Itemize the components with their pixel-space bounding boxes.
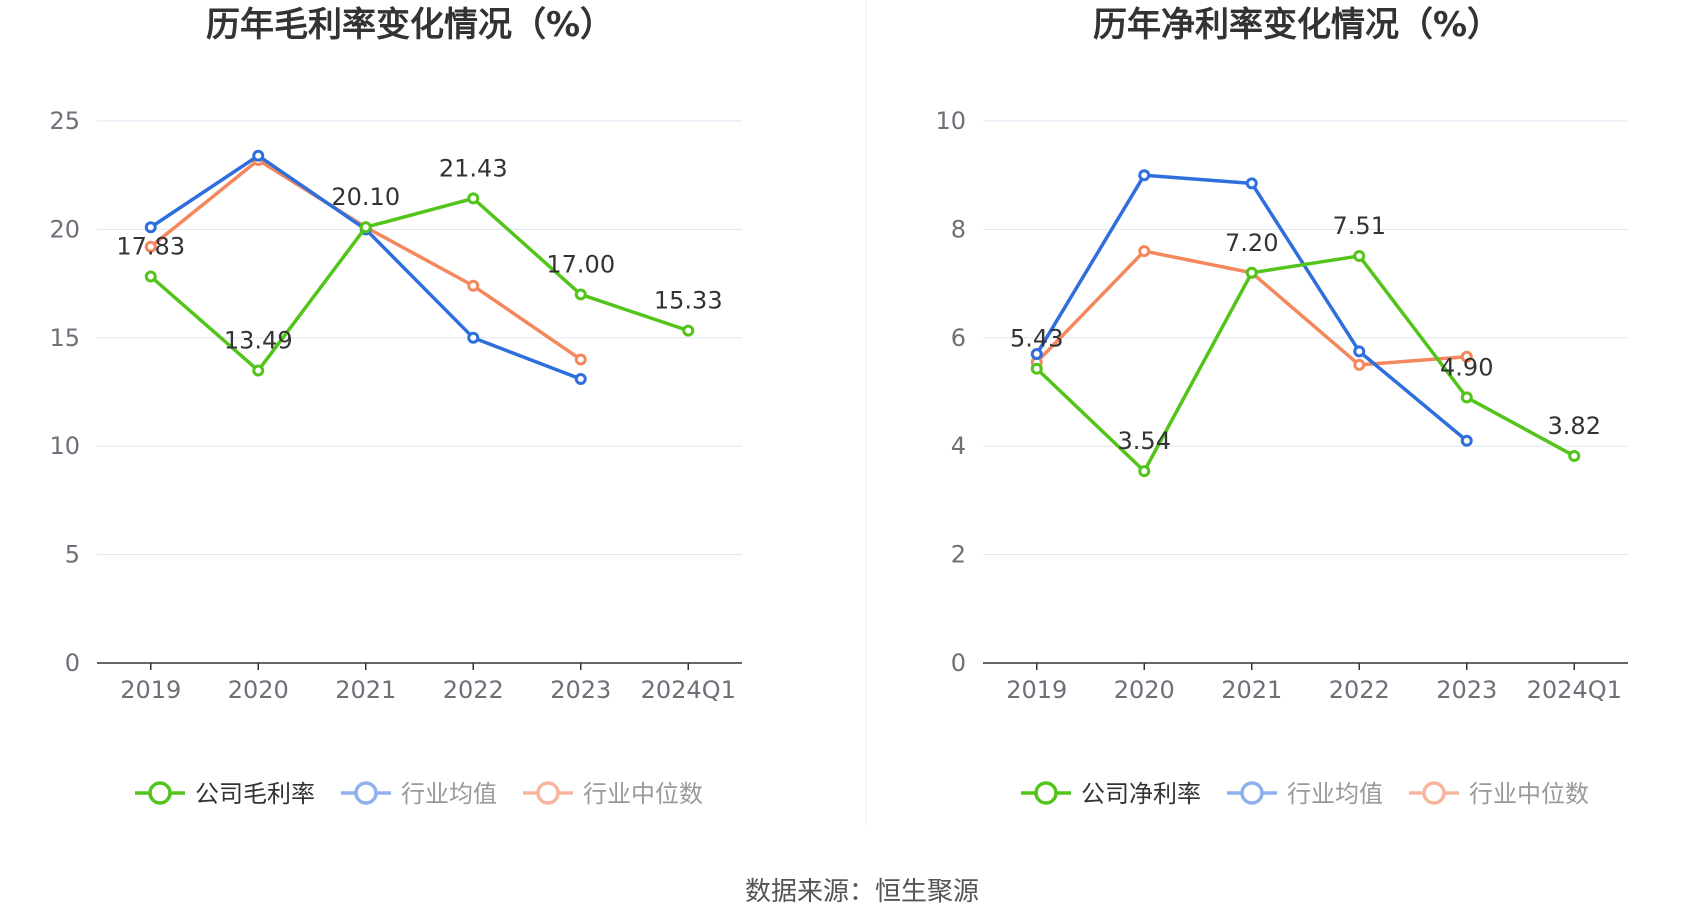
legend-marker [1034, 781, 1058, 805]
x-tick-label: 2019 [120, 676, 181, 704]
legend-marker [1422, 781, 1446, 805]
x-tick-label: 2023 [550, 676, 611, 704]
data-point-avg[interactable] [252, 149, 265, 162]
data-point-avg[interactable] [1138, 169, 1151, 182]
data-label: 17.83 [116, 232, 185, 260]
y-tick-label: 2 [951, 541, 966, 569]
data-point-median[interactable] [1138, 245, 1151, 258]
data-point-company[interactable] [144, 270, 157, 283]
data-point-company[interactable] [1245, 266, 1258, 279]
x-tick-label: 2021 [335, 676, 396, 704]
data-point-median[interactable] [1353, 358, 1366, 371]
data-point-company[interactable] [1568, 449, 1581, 462]
data-label: 20.10 [331, 183, 400, 211]
data-point-company[interactable] [467, 192, 480, 205]
x-tick-label: 2024Q1 [1527, 676, 1622, 704]
data-point-median[interactable] [574, 353, 587, 366]
x-tick-label: 2021 [1221, 676, 1282, 704]
data-label: 3.54 [1118, 427, 1171, 455]
legend-item-company[interactable]: 公司净利率 [1021, 780, 1201, 808]
y-tick-label: 15 [49, 324, 80, 352]
data-point-company[interactable] [1030, 362, 1043, 375]
gross-margin-chart: 历年毛利率变化情况（%） 0 5 10 15 20 25 2019 2020 2021 2022 20… [49, 5, 742, 808]
x-tick-label: 2022 [1329, 676, 1390, 704]
legend-item-company[interactable]: 公司毛利率 [135, 780, 315, 808]
legend-item-median[interactable]: 行业中位数 [1409, 780, 1589, 808]
data-label: 5.43 [1010, 325, 1063, 353]
data-label: 4.90 [1440, 353, 1493, 381]
data-source-label: 数据来源：恒生聚源 [745, 877, 979, 907]
data-point-company[interactable] [1138, 465, 1151, 478]
legend-item-median[interactable]: 行业中位数 [523, 780, 703, 808]
net-margin-chart: 历年净利率变化情况（%） 0 2 4 6 8 10 2019 2020 2021 2022 2023 2… [935, 5, 1628, 808]
legend-marker [354, 781, 378, 805]
data-point-company[interactable] [682, 324, 695, 337]
data-point-avg[interactable] [1460, 434, 1473, 447]
y-tick-label: 25 [49, 107, 80, 135]
series-line-avg [1035, 173, 1468, 443]
data-label: 21.43 [439, 154, 508, 182]
legend-label: 行业中位数 [1469, 780, 1589, 808]
series-line-company [1035, 254, 1576, 473]
data-label: 3.82 [1548, 412, 1601, 440]
x-tick-label: 2022 [443, 676, 504, 704]
y-tick-label: 10 [935, 107, 966, 135]
legend-label: 行业中位数 [583, 780, 703, 808]
legend-label: 行业均值 [401, 780, 497, 808]
x-tick-label: 2020 [228, 676, 289, 704]
data-point-median[interactable] [1460, 350, 1473, 363]
legend-marker [148, 781, 172, 805]
x-tick-label: 2023 [1436, 676, 1497, 704]
y-tick-label: 8 [951, 215, 966, 243]
data-point-median[interactable] [144, 240, 157, 253]
legend-marker [1240, 781, 1264, 805]
data-point-company[interactable] [1353, 249, 1366, 262]
y-tick-label: 5 [65, 541, 80, 569]
y-tick-label: 10 [49, 432, 80, 460]
data-point-avg[interactable] [1353, 345, 1366, 358]
data-point-avg[interactable] [1030, 348, 1043, 361]
y-tick-label: 4 [951, 432, 966, 460]
y-tick-label: 20 [49, 215, 80, 243]
chart-title: 历年净利率变化情况（%） [1093, 5, 1501, 45]
x-tick-label: 2020 [1114, 676, 1175, 704]
data-point-avg[interactable] [144, 221, 157, 234]
y-tick-label: 0 [951, 649, 966, 677]
legend-marker [536, 781, 560, 805]
data-label: 15.33 [654, 287, 723, 315]
y-tick-label: 6 [951, 324, 966, 352]
x-tick-label: 2024Q1 [641, 676, 736, 704]
legend-item-avg[interactable]: 行业均值 [341, 780, 497, 808]
data-point-company[interactable] [252, 364, 265, 377]
x-tick-label: 2019 [1006, 676, 1067, 704]
data-point-avg[interactable] [1245, 177, 1258, 190]
y-tick-label: 0 [65, 649, 80, 677]
data-label: 17.00 [546, 250, 615, 278]
chart-title: 历年毛利率变化情况（%） [206, 5, 614, 45]
data-label: 13.49 [224, 327, 293, 355]
legend-label: 公司毛利率 [195, 780, 315, 808]
data-point-avg[interactable] [574, 372, 587, 385]
data-point-median[interactable] [467, 279, 480, 292]
data-label: 7.51 [1333, 212, 1386, 240]
data-point-avg[interactable] [467, 331, 480, 344]
data-point-company[interactable] [359, 221, 372, 234]
legend-item-avg[interactable]: 行业均值 [1227, 780, 1383, 808]
data-point-company[interactable] [1460, 391, 1473, 404]
data-label: 7.20 [1225, 229, 1278, 257]
legend-label: 公司净利率 [1081, 780, 1201, 808]
data-point-company[interactable] [574, 288, 587, 301]
legend-label: 行业均值 [1287, 780, 1383, 808]
series-line-company [149, 196, 689, 373]
